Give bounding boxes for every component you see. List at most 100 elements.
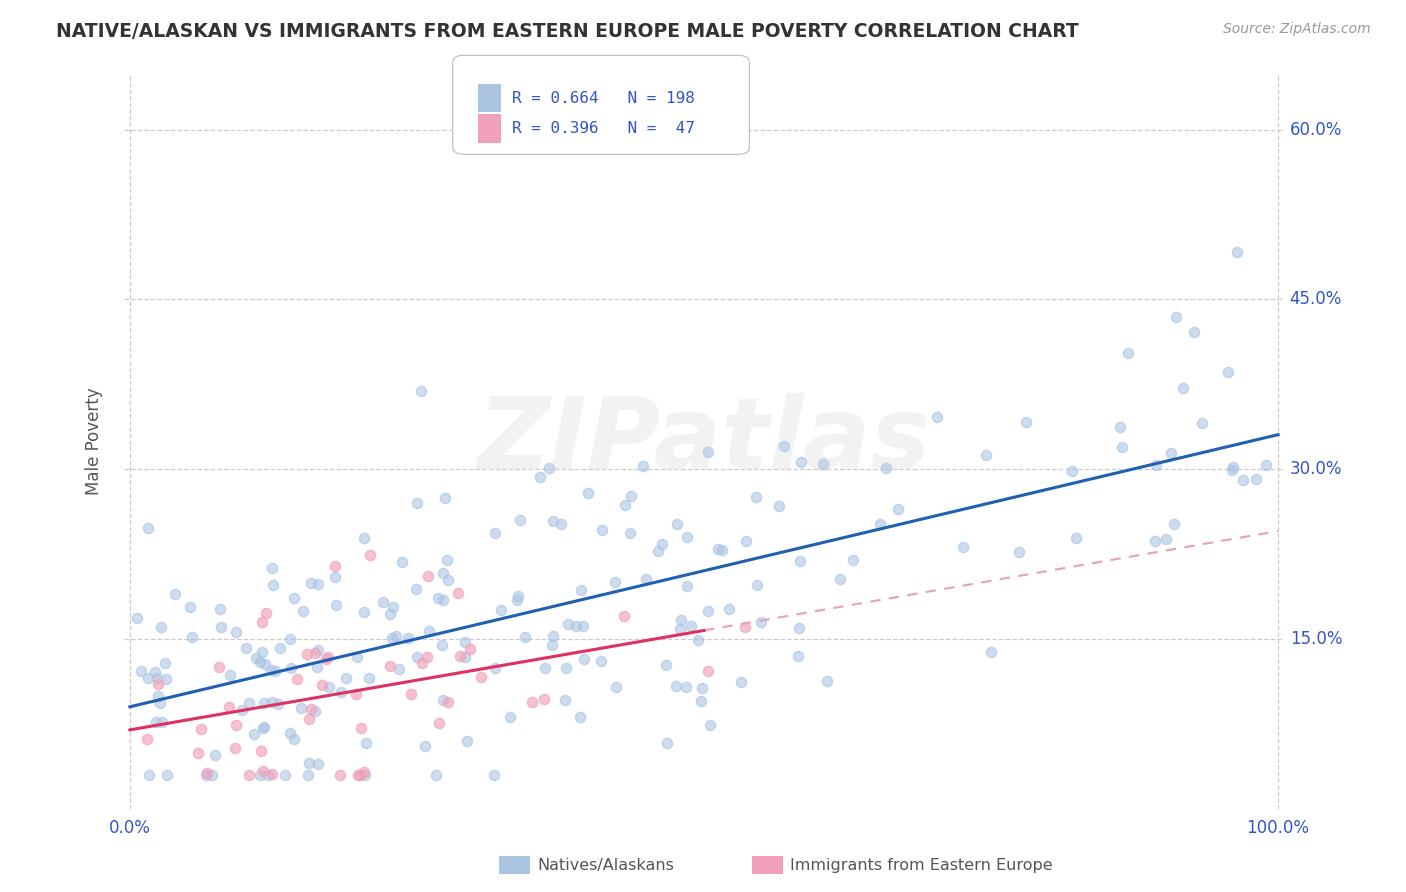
Point xyxy=(411,656,433,670)
Point xyxy=(555,661,578,675)
Point xyxy=(707,542,730,557)
Point xyxy=(254,606,277,620)
Point xyxy=(1015,415,1038,429)
Point xyxy=(190,722,212,736)
Point xyxy=(129,664,152,678)
Point xyxy=(887,502,910,516)
Point xyxy=(828,572,851,586)
Y-axis label: Male Poverty: Male Poverty xyxy=(86,387,103,495)
Point xyxy=(297,756,319,771)
Point xyxy=(557,616,579,631)
Point xyxy=(285,673,308,687)
Point xyxy=(787,648,810,663)
Point xyxy=(773,439,796,453)
Point xyxy=(1246,472,1268,486)
Point xyxy=(329,685,352,699)
Point xyxy=(458,641,481,656)
Point xyxy=(411,384,433,398)
Point xyxy=(489,602,512,616)
Point xyxy=(156,768,179,782)
Point xyxy=(269,640,291,655)
Text: 30.0%: 30.0% xyxy=(1289,460,1343,478)
Point xyxy=(218,700,240,714)
Point xyxy=(571,619,593,633)
Point xyxy=(749,615,772,629)
Point xyxy=(209,619,232,633)
Point xyxy=(219,668,242,682)
Point xyxy=(506,589,529,603)
Point xyxy=(633,458,655,473)
Point xyxy=(697,445,720,459)
Point xyxy=(145,715,167,730)
Point xyxy=(925,409,948,424)
Point xyxy=(454,634,477,648)
Point xyxy=(146,689,169,703)
Point xyxy=(605,680,627,694)
Point xyxy=(181,630,204,644)
Point xyxy=(498,710,520,724)
Point xyxy=(690,694,713,708)
Point xyxy=(350,722,373,736)
Point xyxy=(541,638,564,652)
Point xyxy=(262,561,284,575)
Point xyxy=(679,618,702,632)
Point xyxy=(225,624,247,639)
Point xyxy=(299,576,322,591)
Point xyxy=(325,558,347,573)
Point xyxy=(146,671,169,685)
Point xyxy=(384,629,406,643)
Point xyxy=(278,632,301,646)
Point xyxy=(432,592,454,607)
Point xyxy=(311,678,333,692)
Point xyxy=(1232,473,1254,487)
Point xyxy=(201,767,224,781)
Point xyxy=(636,572,658,586)
Point xyxy=(299,702,322,716)
Point xyxy=(1256,458,1278,473)
Point xyxy=(274,768,297,782)
Point xyxy=(980,645,1002,659)
Point xyxy=(260,663,283,677)
Point xyxy=(208,602,231,616)
Point xyxy=(569,582,592,597)
Point xyxy=(406,496,429,510)
Point xyxy=(591,654,613,668)
Point xyxy=(249,768,271,782)
Point xyxy=(787,621,810,635)
Point xyxy=(143,665,166,679)
Point xyxy=(470,670,492,684)
Point xyxy=(1144,458,1167,472)
Point xyxy=(745,490,768,504)
Point xyxy=(127,611,149,625)
Point xyxy=(1163,517,1185,532)
Text: R = 0.664   N = 198: R = 0.664 N = 198 xyxy=(512,90,695,105)
Point xyxy=(304,646,326,660)
Point xyxy=(520,695,543,709)
Point xyxy=(550,516,572,531)
Point xyxy=(669,613,692,627)
Point xyxy=(245,651,267,665)
Point xyxy=(382,599,405,614)
Point xyxy=(354,768,377,782)
Point xyxy=(204,747,226,762)
Point xyxy=(506,593,529,607)
Point xyxy=(482,768,505,782)
Point xyxy=(250,645,273,659)
Point xyxy=(297,712,319,726)
Point xyxy=(666,517,689,532)
Point xyxy=(1062,464,1084,478)
Point xyxy=(195,766,218,780)
Point xyxy=(307,757,329,772)
Point xyxy=(533,692,555,706)
Point xyxy=(371,595,394,609)
Point xyxy=(179,599,201,614)
Point xyxy=(790,454,813,468)
Point xyxy=(710,543,733,558)
Point xyxy=(381,632,404,646)
Point xyxy=(538,461,561,475)
Point xyxy=(453,650,475,665)
Point xyxy=(699,718,721,732)
Point xyxy=(509,513,531,527)
Point xyxy=(359,549,381,563)
Point xyxy=(605,574,627,589)
